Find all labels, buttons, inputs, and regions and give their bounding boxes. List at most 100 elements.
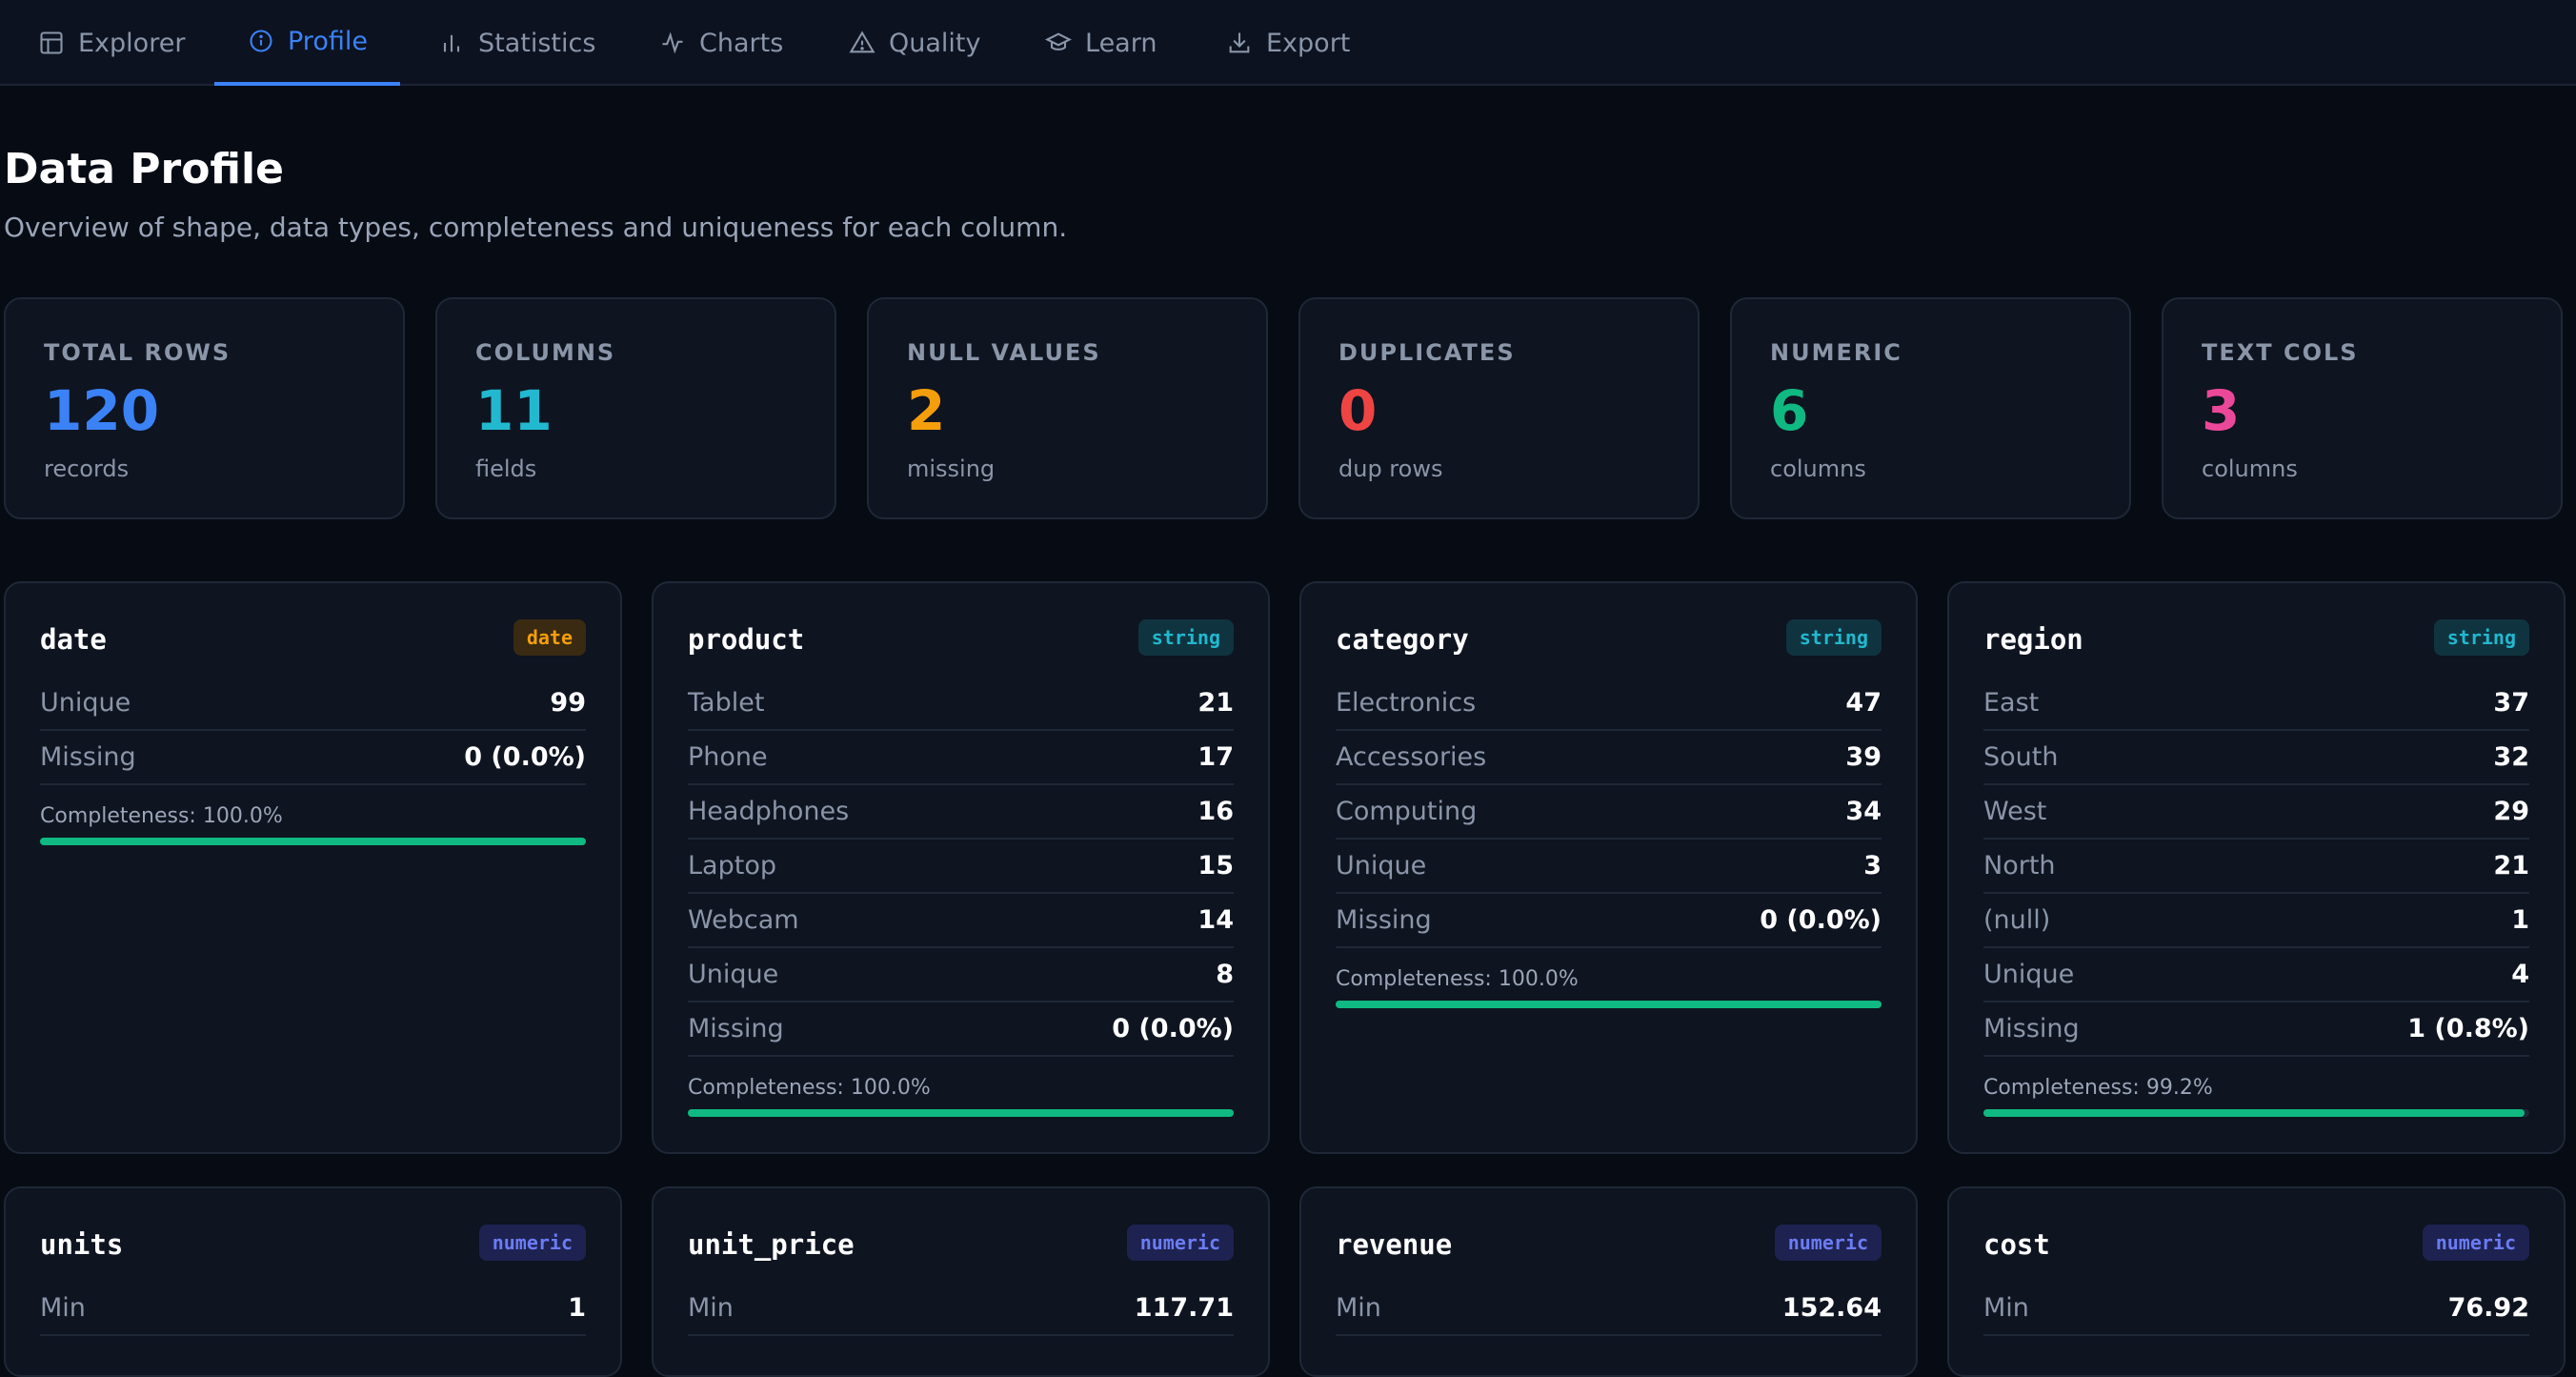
stat-row-label: Unique (1983, 960, 2075, 989)
stats-list: Min 117.71 (688, 1282, 1234, 1336)
column-card: date date Unique 99 Missing 0 (0.0%) Completen… (4, 581, 622, 1154)
column-name: units (40, 1228, 124, 1261)
graduation-cap-icon (1045, 32, 1072, 51)
stat-row: Min 1 (40, 1282, 586, 1336)
tab-label: Explorer (78, 28, 186, 58)
download-icon (1229, 32, 1250, 53)
completeness: Completeness: 100.0% (688, 1057, 1234, 1117)
stat-row-label: West (1983, 797, 2047, 826)
stats-list: Min 76.92 (1983, 1282, 2529, 1336)
stat-row: Min 76.92 (1983, 1282, 2529, 1336)
tab-charts[interactable]: Charts (659, 0, 783, 86)
stat-row-value: 0 (0.0%) (1760, 905, 1882, 935)
stat-sub: fields (475, 456, 537, 482)
stat-row-label: Electronics (1336, 688, 1477, 718)
stat-row: Phone 17 (688, 731, 1234, 785)
type-badge: numeric (1774, 1225, 1882, 1261)
stat-row: Headphones 16 (688, 785, 1234, 840)
stat-value: 6 (1770, 378, 1809, 443)
stat-row: Min 152.64 (1336, 1282, 1882, 1336)
activity-icon (662, 31, 683, 54)
column-name: product (688, 623, 805, 656)
stat-row-label: Webcam (688, 905, 799, 935)
type-badge: string (2433, 619, 2529, 656)
tab-profile[interactable]: Profile (214, 0, 400, 86)
stat-value: 3 (2202, 378, 2241, 443)
stat-row-label: Min (40, 1293, 86, 1323)
completeness-bar (688, 1109, 1234, 1117)
stat-row-value: 152.64 (1781, 1293, 1882, 1323)
tab-quality[interactable]: Quality (849, 0, 980, 86)
completeness-label: Completeness: 100.0% (40, 804, 283, 828)
stat-label: DUPLICATES (1338, 339, 1516, 366)
stats-list: Min 152.64 (1336, 1282, 1882, 1336)
completeness-label: Completeness: 99.2% (1983, 1076, 2213, 1100)
tab-learn[interactable]: Learn (1045, 0, 1157, 86)
page-subtitle: Overview of shape, data types, completen… (4, 212, 1068, 243)
type-badge: string (1137, 619, 1234, 656)
stat-row: Webcam 14 (688, 894, 1234, 948)
tab-label: Quality (889, 28, 981, 58)
tab-label: Charts (699, 28, 784, 58)
stat-row: (null) 1 (1983, 894, 2529, 948)
tab-explorer[interactable]: Explorer (38, 0, 185, 86)
completeness: Completeness: 100.0% (40, 785, 586, 845)
stat-label: NULL VALUES (907, 339, 1101, 366)
completeness: Completeness: 99.2% (1983, 1057, 2529, 1117)
completeness-label: Completeness: 100.0% (688, 1076, 931, 1100)
stats-list: East 37 South 32 West 29 North 21 (null) 1 Unique 4… (1983, 677, 2529, 1117)
tab-export[interactable]: Export (1226, 0, 1350, 86)
stat-row-label: (null) (1983, 905, 2051, 935)
stat-card: COLUMNS 11 fields (435, 297, 836, 519)
page-title: Data Profile (4, 145, 284, 193)
column-name: unit_price (688, 1228, 855, 1261)
stat-value: 2 (907, 378, 946, 443)
stat-row-value: 17 (1197, 742, 1234, 772)
stat-row: North 21 (1983, 840, 2529, 894)
stat-row: Unique 4 (1983, 948, 2529, 1002)
stat-sub: columns (2202, 456, 2298, 482)
column-card: revenue numeric Min 152.64 (1299, 1186, 1918, 1377)
stat-row-value: 1 (568, 1293, 586, 1323)
stat-sub: missing (907, 456, 996, 482)
completeness-bar (1983, 1109, 2529, 1117)
bar-chart-icon (443, 34, 460, 52)
tab-statistics[interactable]: Statistics (438, 0, 595, 86)
stat-row: West 29 (1983, 785, 2529, 840)
completeness-label: Completeness: 100.0% (1336, 967, 1579, 991)
type-badge: numeric (2422, 1225, 2529, 1261)
tab-label: Export (1266, 28, 1351, 58)
stat-row: Computing 34 (1336, 785, 1882, 840)
stat-card: NUMERIC 6 columns (1730, 297, 2131, 519)
completeness-bar (40, 838, 586, 845)
stat-row-label: Min (688, 1293, 734, 1323)
stat-row-value: 117.71 (1134, 1293, 1234, 1323)
column-name: region (1983, 623, 2083, 656)
stat-label: TOTAL ROWS (44, 339, 231, 366)
column-card: unit_price numeric Min 117.71 (652, 1186, 1270, 1377)
tab-label: Statistics (478, 28, 596, 58)
stat-row: Unique 3 (1336, 840, 1882, 894)
stat-label: TEXT COLS (2202, 339, 2359, 366)
stat-row: Accessories 39 (1336, 731, 1882, 785)
stat-row-label: East (1983, 688, 2040, 718)
stat-row-value: 14 (1197, 905, 1234, 935)
stat-row: Electronics 47 (1336, 677, 1882, 731)
stat-row-label: South (1983, 742, 2059, 772)
type-badge: numeric (478, 1225, 586, 1261)
stat-row-label: Computing (1336, 797, 1478, 826)
stat-card: NULL VALUES 2 missing (867, 297, 1268, 519)
stat-value: 120 (44, 378, 160, 443)
stat-row-label: Missing (1983, 1014, 2080, 1043)
stat-card: DUPLICATES 0 dup rows (1298, 297, 1700, 519)
stat-row: Missing 0 (0.0%) (40, 731, 586, 785)
stat-row-label: Laptop (688, 851, 776, 881)
stat-sub: records (44, 456, 130, 482)
type-badge: string (1785, 619, 1882, 656)
stat-row: East 37 (1983, 677, 2529, 731)
completeness-bar-fill (1983, 1109, 2526, 1117)
stat-row-value: 29 (2493, 797, 2529, 826)
stat-value: 0 (1338, 378, 1378, 443)
column-card: category string Electronics 47 Accessories 39… (1299, 581, 1918, 1154)
column-card: region string East 37 South 32 West 29 North 21 (n… (1947, 581, 2566, 1154)
